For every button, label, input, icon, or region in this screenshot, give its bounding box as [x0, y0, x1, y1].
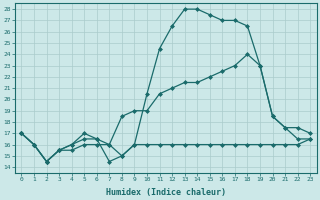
X-axis label: Humidex (Indice chaleur): Humidex (Indice chaleur): [106, 188, 226, 197]
